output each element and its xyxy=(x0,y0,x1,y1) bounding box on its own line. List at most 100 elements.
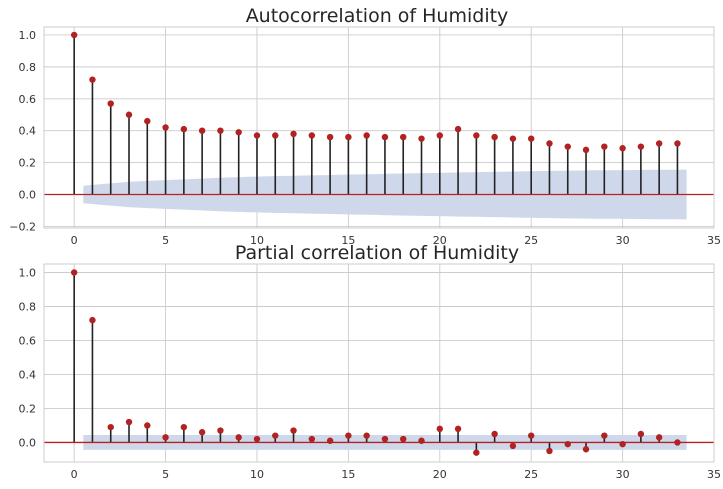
pacf-x-tick-label: 10 xyxy=(250,468,264,481)
pacf-point-lag-13 xyxy=(308,435,316,443)
pacf-point-lag-19 xyxy=(418,437,425,444)
acf-point-lag-12 xyxy=(290,130,297,138)
acf-point-lag-16 xyxy=(363,132,370,139)
acf-y-tick-label: 0.0 xyxy=(19,189,37,202)
acf-x-tick-label: 20 xyxy=(433,234,447,247)
acf-point-lag-31 xyxy=(637,143,645,150)
acf-point-lag-15 xyxy=(345,133,352,141)
pacf-point-lag-18 xyxy=(400,435,407,443)
acf-point-lag-4 xyxy=(144,117,151,125)
acf-x-tick-label: 30 xyxy=(616,234,630,247)
acf-point-lag-24 xyxy=(509,135,517,142)
acf-plot-area: 0 5 10 15 20 25 30 35 −0.2 0.0 0.2 0.4 0.6 0.8 1.0 xyxy=(9,26,721,247)
acf-point-lag-22 xyxy=(473,132,480,139)
pacf-point-lag-15 xyxy=(345,432,352,439)
acf-point-lag-25 xyxy=(527,135,535,142)
pacf-x-tick-label: 35 xyxy=(707,468,721,481)
pacf-point-lag-10 xyxy=(253,435,261,443)
acf-point-lag-21 xyxy=(454,125,462,133)
acf-point-lag-14 xyxy=(326,133,334,141)
pacf-point-lag-12 xyxy=(290,427,297,434)
acf-point-lag-27 xyxy=(564,143,571,150)
acf-y-tick-label: 0.8 xyxy=(19,61,37,74)
acf-point-lag-33 xyxy=(674,140,681,147)
pacf-point-lag-1 xyxy=(89,316,96,324)
pacf-point-lag-33 xyxy=(674,439,681,446)
pacf-y-tick-label: 1.0 xyxy=(19,266,37,279)
acf-point-lag-30 xyxy=(619,145,626,152)
pacf-y-tick-label: 0.6 xyxy=(19,334,37,347)
pacf-point-lag-27 xyxy=(564,440,571,448)
acf-point-lag-2 xyxy=(107,100,114,107)
pacf-point-lag-7 xyxy=(198,429,206,436)
acf-point-lag-18 xyxy=(400,133,407,141)
pacf-point-lag-29 xyxy=(601,432,608,439)
pacf-axes-frame xyxy=(43,263,715,463)
pacf-point-lag-21 xyxy=(454,425,462,433)
acf-x-tick-label: 35 xyxy=(707,234,721,247)
acf-point-lag-32 xyxy=(655,140,663,147)
pacf-x-tick-label: 25 xyxy=(524,468,538,481)
acf-x-tick-label: 5 xyxy=(162,234,169,247)
pacf-point-lag-26 xyxy=(546,447,553,455)
pacf-point-lag-16 xyxy=(363,432,370,439)
acf-point-lag-23 xyxy=(491,133,498,141)
acf-x-tick-label: 0 xyxy=(71,234,78,247)
acf-point-lag-0 xyxy=(70,31,78,39)
pacf-point-lag-14 xyxy=(326,437,334,444)
pacf-point-lag-32 xyxy=(655,434,663,441)
pacf-point-lag-24 xyxy=(509,442,517,450)
acf-y-tick-label: 1.0 xyxy=(19,29,37,42)
acf-point-lag-20 xyxy=(436,132,443,139)
pacf-y-tick-label: 0.4 xyxy=(19,368,37,381)
acf-point-lag-29 xyxy=(601,143,608,150)
acf-chart-title: Autocorrelation of Humidity xyxy=(246,5,509,27)
pacf-y-tick-label: 0.2 xyxy=(19,402,37,415)
acf-point-lag-9 xyxy=(235,129,242,136)
pacf-point-lag-6 xyxy=(180,423,188,431)
acf-y-tick-label: 0.4 xyxy=(19,125,37,138)
acf-x-tick-label: 10 xyxy=(250,234,264,247)
pacf-point-lag-31 xyxy=(637,430,645,438)
pacf-y-tick-label: 0.8 xyxy=(19,300,37,313)
pacf-point-lag-4 xyxy=(144,422,151,429)
pacf-point-lag-0 xyxy=(70,269,78,276)
acf-point-lag-5 xyxy=(162,124,169,131)
acf-axes-frame xyxy=(43,26,715,229)
acf-point-lag-8 xyxy=(217,127,224,134)
pacf-x-tick-label: 20 xyxy=(433,468,447,481)
acf-y-tick-label: −0.2 xyxy=(9,220,36,233)
acf-point-lag-19 xyxy=(418,135,425,142)
pacf-x-tick-label: 0 xyxy=(71,468,78,481)
acf-y-tick-label: 0.6 xyxy=(19,93,37,106)
pacf-point-lag-11 xyxy=(272,432,279,439)
pacf-y-tick-label: 0.0 xyxy=(19,436,37,449)
acf-point-lag-11 xyxy=(272,132,279,139)
acf-point-lag-7 xyxy=(198,127,206,134)
pacf-point-lag-3 xyxy=(125,418,133,426)
pacf-x-tick-label: 30 xyxy=(616,468,630,481)
acf-x-tick-label: 15 xyxy=(341,234,355,247)
pacf-plot-area: 0 5 10 15 20 25 30 35 0.0 0.2 0.4 0.6 0.8 1.0 xyxy=(19,263,721,481)
acf-point-lag-28 xyxy=(582,146,590,154)
pacf-x-tick-label: 5 xyxy=(162,468,169,481)
pacf-point-lag-5 xyxy=(162,434,169,441)
acf-point-lag-6 xyxy=(180,125,188,133)
pacf-point-lag-20 xyxy=(436,425,443,433)
pacf-point-lag-30 xyxy=(619,440,626,448)
pacf-point-lag-23 xyxy=(491,430,498,438)
pacf-point-lag-28 xyxy=(582,446,590,453)
pacf-point-lag-2 xyxy=(107,423,114,431)
acf-y-tick-label: 0.2 xyxy=(19,157,37,170)
pacf-x-tick-label: 15 xyxy=(341,468,355,481)
pacf-point-lag-17 xyxy=(381,435,389,443)
pacf-point-lag-25 xyxy=(527,432,535,439)
pacf-point-lag-8 xyxy=(217,427,224,434)
acf-point-lag-13 xyxy=(308,132,316,139)
pacf-point-lag-22 xyxy=(473,449,480,456)
acf-point-lag-1 xyxy=(89,76,96,83)
acf-point-lag-26 xyxy=(546,140,553,147)
pacf-chart-title: Partial correlation of Humidity xyxy=(235,242,519,264)
acf-x-tick-label: 25 xyxy=(524,234,538,247)
acf-point-lag-10 xyxy=(253,132,261,139)
